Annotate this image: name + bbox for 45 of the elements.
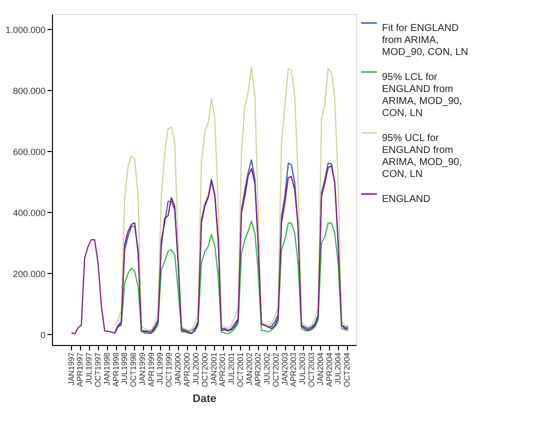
- x-tick-label: APR2003: [289, 352, 298, 387]
- legend-label: 95% UCL for ENGLAND from ARIMA, MOD_90, CON, LN: [382, 133, 462, 180]
- x-tick-label: APR1997: [76, 352, 85, 387]
- x-tick-label: JAN2001: [209, 352, 218, 386]
- x-tick-label: APR1999: [146, 352, 156, 387]
- x-tick-label: APR2002: [254, 352, 263, 387]
- x-tick-label: APR2000: [182, 352, 192, 387]
- x-tick-label: OCT2002: [271, 352, 280, 388]
- x-tick-label: APR2004: [324, 352, 334, 387]
- x-tick-label: JUL2002: [262, 352, 272, 385]
- x-tick-label: JAN2004: [316, 352, 325, 386]
- x-tick-label: JUL2000: [191, 352, 200, 385]
- y-tick-label: 400.000: [12, 208, 46, 218]
- line-series: [114, 66, 349, 331]
- y-tick-label: 800.000: [12, 86, 46, 96]
- x-tick-label: OCT1998: [129, 352, 138, 388]
- x-tick-label: JAN2002: [244, 352, 254, 386]
- x-tick-label: JUL1998: [120, 352, 130, 385]
- y-tick-label: 1.000.000: [5, 24, 46, 35]
- y-tick-label: 200.000: [12, 268, 46, 279]
- x-tick-label: OCT1999: [164, 352, 174, 388]
- x-tick-label: JUL1999: [156, 352, 165, 385]
- x-tick-label: JAN1999: [138, 352, 148, 386]
- x-tick-label: JUL2004: [334, 352, 343, 385]
- x-tick-label: OCT1997: [94, 352, 103, 388]
- x-tick-label: JUL1997: [84, 352, 94, 385]
- x-tick-label: JUL2001: [226, 352, 236, 385]
- y-tick-label: 600.000: [12, 146, 46, 157]
- line-series: [70, 165, 349, 334]
- legend-label: 95% LCL for ENGLAND from ARIMA, MOD_90, CON, LN: [382, 72, 462, 119]
- x-tick-label: JUL2003: [298, 352, 308, 385]
- x-tick-label: OCT2000: [200, 352, 210, 388]
- x-tick-label: OCT2003: [306, 352, 316, 388]
- x-tick-label: JAN2003: [280, 352, 290, 386]
- x-tick-label: OCT2001: [236, 352, 245, 388]
- x-tick-label: JAN1997: [66, 352, 76, 386]
- x-axis-title: Date: [192, 393, 216, 406]
- x-tick-label: APR1998: [111, 352, 120, 387]
- x-tick-label: APR2001: [218, 352, 228, 387]
- x-tick-label: OCT2004: [342, 352, 352, 388]
- legend-label: ENGLAND: [382, 194, 430, 205]
- y-tick-label: 0: [40, 330, 46, 340]
- x-tick-label: JAN2000: [174, 352, 183, 386]
- legend-label: Fit for ENGLAND from ARIMA, MOD_90, CON, LN: [382, 23, 468, 58]
- x-tick-label: JAN1998: [102, 352, 112, 386]
